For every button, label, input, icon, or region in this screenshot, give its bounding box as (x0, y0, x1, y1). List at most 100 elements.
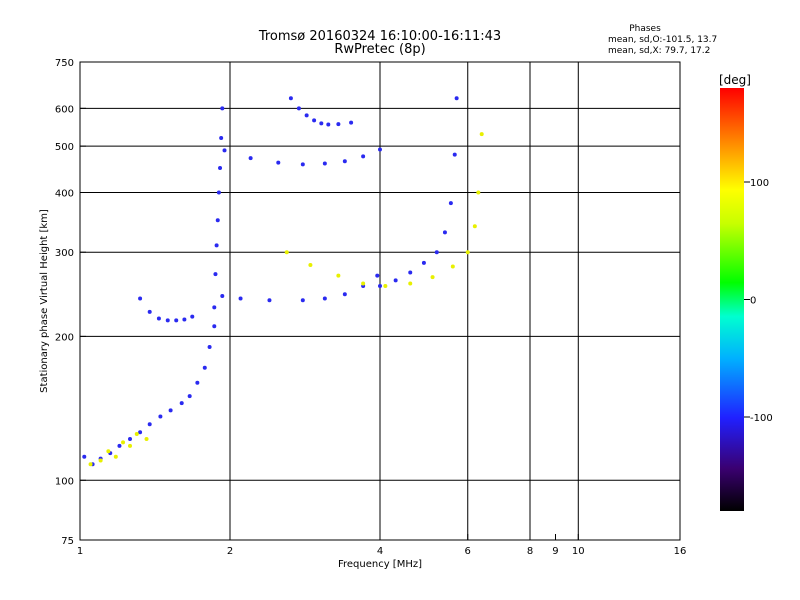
y-axis-label: Stationary phase Virtual Height [km] (39, 209, 50, 393)
data-point (212, 324, 217, 329)
x-tick-label: 1 (77, 546, 83, 557)
data-point (450, 264, 455, 269)
data-point (218, 166, 223, 171)
data-point (308, 263, 313, 268)
data-point (300, 298, 305, 303)
data-point (147, 309, 152, 314)
x-tick-label: 8 (527, 546, 533, 557)
data-point (465, 250, 470, 255)
data-point (319, 121, 324, 126)
y-tick-label: 600 (55, 104, 74, 115)
data-point (361, 154, 366, 159)
data-point (434, 250, 439, 255)
x-tick-label: 4 (377, 546, 383, 557)
x-tick-label: 10 (572, 546, 585, 557)
data-point (134, 431, 139, 436)
data-point (214, 243, 219, 248)
data-point (128, 436, 133, 441)
data-point (190, 314, 195, 319)
x-tick-label: 16 (674, 546, 687, 557)
data-point (165, 318, 170, 323)
data-point (408, 281, 413, 286)
data-point (349, 120, 354, 125)
x-tick-label: 9 (552, 546, 558, 557)
data-point (117, 443, 122, 448)
data-point (202, 365, 207, 370)
data-point (476, 190, 481, 195)
y-tick-label: 300 (55, 248, 74, 259)
data-point (144, 436, 149, 441)
data-point (113, 454, 118, 459)
data-point (88, 462, 93, 467)
y-tick-label: 500 (55, 142, 74, 153)
data-point (220, 293, 225, 298)
data-point (138, 430, 143, 435)
x-axis-label: Frequency [MHz] (338, 559, 422, 570)
data-point (421, 260, 426, 265)
colorbar-tick-label: 0 (750, 296, 756, 307)
y-tick-label: 750 (55, 58, 74, 69)
data-point (479, 132, 484, 137)
x-tick-label: 6 (465, 546, 471, 557)
data-points (82, 96, 484, 467)
data-point (342, 159, 347, 164)
data-point (128, 443, 133, 448)
data-point (375, 273, 380, 278)
data-point (312, 118, 317, 123)
data-point (408, 270, 413, 275)
data-point (393, 278, 398, 283)
colorbar-tick-label: 100 (750, 178, 769, 189)
data-point (179, 401, 184, 406)
data-point (288, 96, 293, 101)
data-point (472, 224, 477, 229)
data-point (219, 136, 224, 141)
data-point (220, 106, 225, 111)
chart-title: Tromsø 20160324 16:10:00-16:11:43 (258, 29, 501, 44)
data-point (296, 106, 301, 111)
colorbar (720, 88, 744, 511)
data-point (138, 296, 143, 301)
data-point (106, 449, 111, 454)
axis-ticks: 1 2 4 6 8 9 10 16 75 100 200 300 400 500 600 750 (55, 58, 686, 557)
data-point (158, 414, 163, 419)
data-point (442, 230, 447, 235)
data-point (326, 122, 331, 127)
data-point (336, 122, 341, 127)
data-point (216, 190, 221, 195)
data-point (212, 305, 217, 310)
data-point (168, 408, 173, 413)
data-point (187, 394, 192, 399)
x-tick-label: 2 (227, 546, 233, 557)
data-point (304, 113, 309, 118)
stats-o-mode: mean, sd,O:-101.5, 13.7 (608, 35, 717, 45)
colorbar-label: [deg] (719, 73, 751, 87)
chart-subtitle: RwPretec (8p) (334, 42, 425, 57)
data-point (174, 318, 179, 323)
data-point (336, 273, 341, 278)
data-point (213, 272, 218, 277)
data-point (248, 156, 253, 161)
y-tick-label: 75 (61, 536, 74, 547)
data-point (147, 422, 152, 427)
data-point (98, 458, 103, 463)
data-point (284, 250, 289, 255)
data-point (430, 275, 435, 280)
data-point (215, 218, 220, 223)
y-tick-label: 200 (55, 332, 74, 343)
data-point (452, 152, 457, 157)
data-point (182, 317, 187, 322)
data-point (195, 380, 200, 385)
grid-lines (80, 62, 680, 540)
data-point (378, 147, 382, 152)
stats-heading: Phases (629, 24, 661, 34)
data-point (378, 283, 382, 288)
data-point (300, 162, 305, 167)
y-tick-label: 400 (55, 188, 74, 199)
colorbar-ticks: 100 0 -100 (744, 178, 773, 424)
data-point (342, 292, 347, 297)
data-point (207, 345, 212, 350)
data-point (448, 201, 453, 206)
data-point (82, 454, 87, 459)
data-point (238, 296, 243, 301)
